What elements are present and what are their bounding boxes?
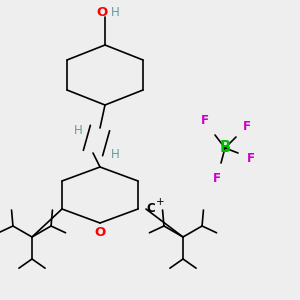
Text: H: H <box>111 148 119 161</box>
Text: H: H <box>74 124 82 136</box>
Text: C: C <box>146 202 155 215</box>
Text: B: B <box>219 140 231 155</box>
Text: F: F <box>201 115 209 128</box>
Text: F: F <box>213 172 221 184</box>
Text: F: F <box>243 119 251 133</box>
Text: O: O <box>96 5 108 19</box>
Text: O: O <box>94 226 106 239</box>
Text: H: H <box>111 5 119 19</box>
Text: +: + <box>156 197 165 207</box>
Text: F: F <box>247 152 255 164</box>
